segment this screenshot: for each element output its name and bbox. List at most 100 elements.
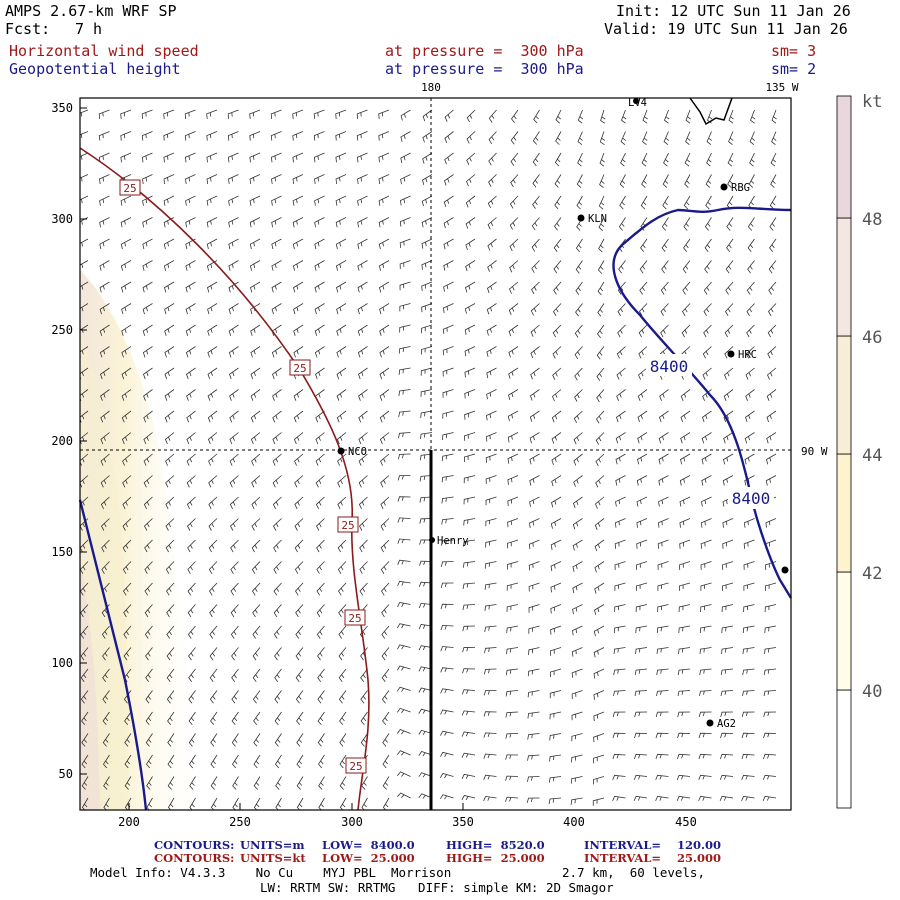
wind-barb xyxy=(552,389,562,402)
wind-barb xyxy=(253,733,261,747)
wind-barb xyxy=(507,475,519,485)
wind-barb xyxy=(463,475,476,484)
wind-barb xyxy=(167,711,175,726)
wind-barb xyxy=(441,539,454,546)
wind-barb xyxy=(249,109,261,119)
wind-barb xyxy=(292,109,304,119)
wind-barb xyxy=(206,109,218,119)
wind-barb xyxy=(619,195,626,210)
wind-barb xyxy=(141,152,153,163)
wind-barb xyxy=(314,346,325,358)
wind-barb xyxy=(163,174,175,185)
wind-barb xyxy=(99,174,110,185)
wind-barb xyxy=(124,711,132,726)
wind-barb xyxy=(484,582,497,590)
wind-barb xyxy=(510,174,519,188)
wind-barb xyxy=(612,753,626,760)
wind-barb xyxy=(722,475,734,486)
wind-barb xyxy=(721,647,734,655)
wind-barb xyxy=(616,389,626,401)
wind-barb xyxy=(678,647,691,655)
wind-barbs xyxy=(80,109,777,810)
model-info: Model Info: V4.3.3 No Cu MYJ PBL Morriso… xyxy=(90,865,452,880)
wind-barb xyxy=(251,582,261,596)
station-dot-lv4 xyxy=(633,98,639,104)
wind-barb xyxy=(764,604,777,613)
wind-barb xyxy=(186,496,196,510)
station-dot-kln xyxy=(577,214,585,222)
wind-barb xyxy=(466,131,476,144)
wind-barb xyxy=(120,109,132,119)
level-2: at pressure = 300 hPa xyxy=(385,60,584,78)
y-tick-350: 350 xyxy=(51,101,73,115)
wind-barb xyxy=(744,432,755,444)
wind-barb xyxy=(396,707,411,714)
smoothing-2: sm= 2 xyxy=(771,60,817,78)
speed-labels: 25 25 25 25 25 xyxy=(119,179,367,774)
wind-barb xyxy=(464,324,476,335)
height-contour-west xyxy=(78,499,148,811)
wind-barb xyxy=(207,346,218,358)
wind-barb xyxy=(461,689,476,695)
wind-barb xyxy=(442,346,454,356)
wind-barb xyxy=(142,174,153,185)
wind-barb xyxy=(597,281,605,296)
wind-barb xyxy=(186,389,196,401)
wind-barb xyxy=(335,195,347,206)
wind-barb xyxy=(462,561,476,568)
wind-barb xyxy=(616,346,626,359)
wind-barb xyxy=(664,109,670,124)
wind-barb xyxy=(418,772,433,778)
wind-barb xyxy=(335,260,347,271)
wind-barb xyxy=(251,561,261,574)
wind-barb xyxy=(593,690,605,700)
wind-barb xyxy=(381,604,390,618)
wind-barb xyxy=(100,410,110,423)
wind-barb xyxy=(339,797,347,810)
wind-barb xyxy=(336,281,347,293)
x-tick-250: 250 xyxy=(229,815,251,829)
wind-barb xyxy=(120,217,132,228)
wind-barb xyxy=(766,410,777,423)
wind-barb xyxy=(397,792,411,799)
wind-barb xyxy=(100,453,110,466)
wind-barb xyxy=(166,647,175,661)
wind-barb xyxy=(614,539,626,549)
wind-barb xyxy=(508,389,519,401)
wind-barb xyxy=(122,453,132,466)
wind-barb xyxy=(185,346,196,358)
wind-barb xyxy=(529,453,540,465)
axis-ticks xyxy=(80,107,464,810)
wind-barb xyxy=(483,690,497,696)
wind-barb xyxy=(663,131,669,146)
wind-barb xyxy=(100,367,110,380)
wind-barb xyxy=(100,389,110,401)
wind-barb xyxy=(598,195,605,210)
wind-barb xyxy=(463,496,476,505)
wind-barb xyxy=(634,690,648,697)
wind-barb xyxy=(618,260,626,274)
wind-barb xyxy=(571,668,583,678)
wind-barb xyxy=(746,324,755,338)
wind-barb xyxy=(769,238,777,253)
wind-barb xyxy=(228,174,239,185)
wind-barb xyxy=(121,303,132,315)
wind-barb xyxy=(507,561,519,570)
wind-barb xyxy=(418,624,433,630)
y-tick-200: 200 xyxy=(51,434,73,448)
wind-barb xyxy=(461,752,476,758)
wind-barb xyxy=(532,131,540,145)
wind-barb xyxy=(163,131,175,141)
wind-barb xyxy=(400,174,411,185)
wind-barb xyxy=(143,496,153,510)
smoothing-1: sm= 3 xyxy=(771,42,817,60)
wind-barb xyxy=(440,730,454,736)
wind-barb xyxy=(252,625,261,639)
wind-barb xyxy=(165,539,175,553)
wind-barb xyxy=(613,647,626,655)
wind-barb xyxy=(378,195,390,206)
wind-barb xyxy=(572,561,583,572)
wind-barb xyxy=(163,217,175,228)
wind-barb xyxy=(529,410,540,422)
